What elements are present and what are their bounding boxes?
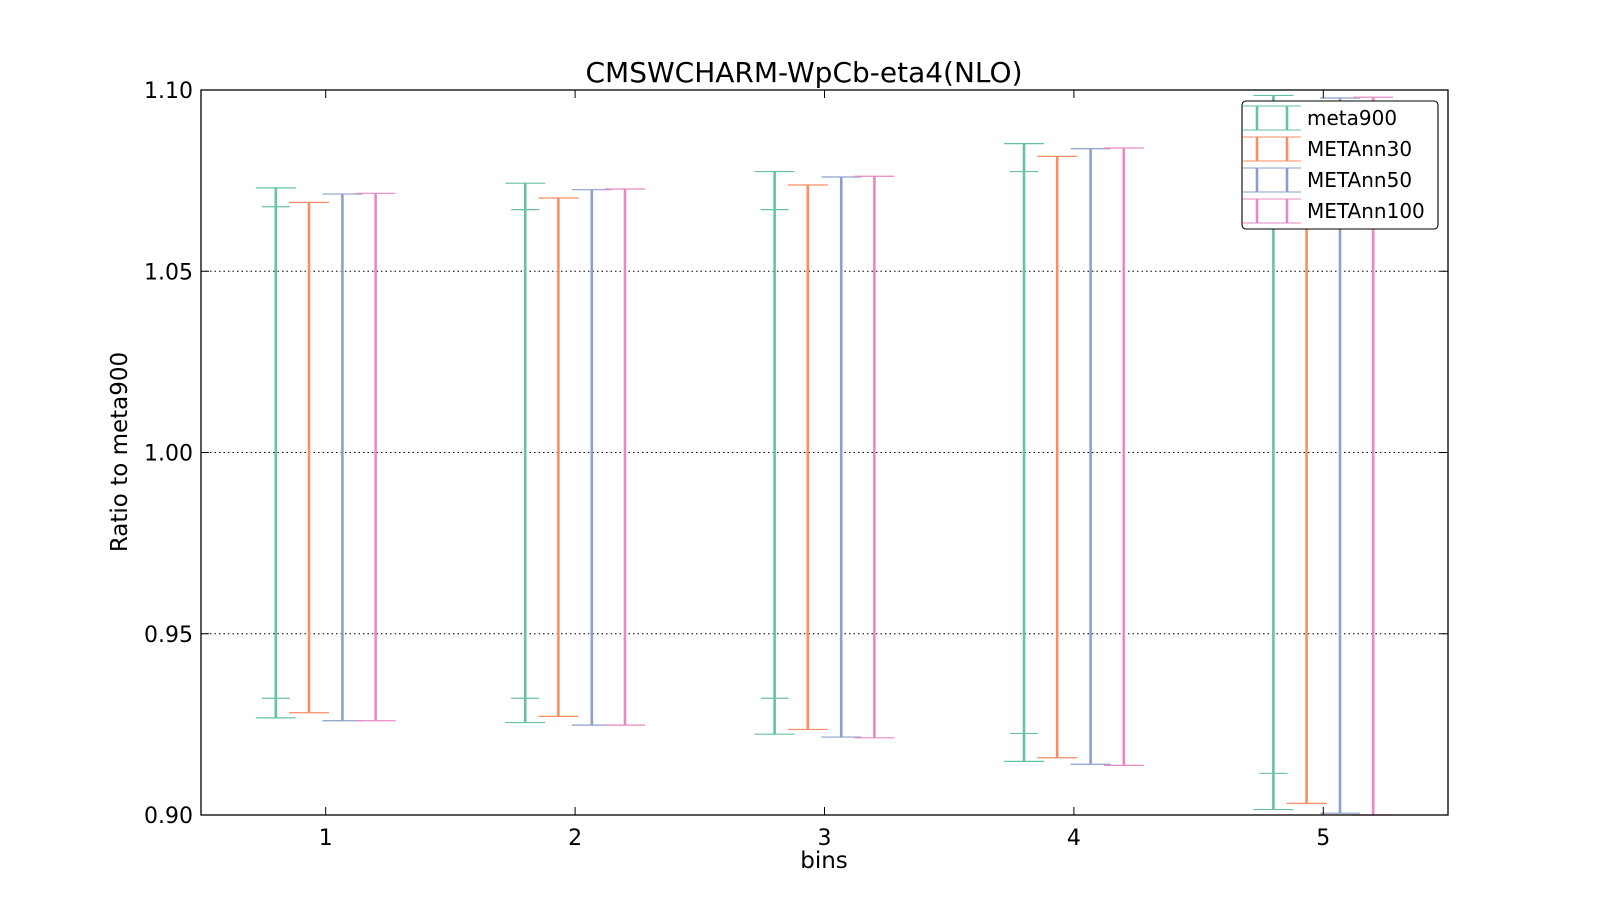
legend-entry-meta900: meta900: [1243, 105, 1397, 131]
x-axis-label: bins: [800, 848, 848, 874]
x-tick-label-4: 5: [1316, 826, 1330, 851]
legend-entry-METAnn50: METAnn50: [1243, 167, 1412, 193]
y-tick-label-1: 0.95: [144, 623, 193, 648]
legend-entry-METAnn100: METAnn100: [1243, 198, 1425, 224]
x-tick-label-0: 1: [319, 826, 333, 851]
x-tick-label-1: 2: [568, 826, 582, 851]
x-tick-label-2: 3: [818, 826, 832, 851]
x-tick-label-3: 4: [1067, 826, 1081, 851]
chart-title: CMSWCHARM-WpCb-eta4(NLO): [585, 56, 1022, 89]
grid-lines: [201, 270, 1448, 635]
legend-label-METAnn50: METAnn50: [1307, 168, 1412, 192]
legend: meta900 METAnn30 METAnn50 METAnn100: [1241, 100, 1439, 230]
legend-label-METAnn100: METAnn100: [1307, 199, 1425, 223]
y-tick-label-3: 1.05: [144, 260, 193, 285]
axis-ticks: 0.90 0.95 1.00 1.05 1.10 1 2 3 4 5: [144, 79, 1448, 851]
legend-entry-METAnn30: METAnn30: [1243, 136, 1412, 162]
legend-label-meta900: meta900: [1307, 106, 1397, 130]
y-tick-label-4: 1.10: [144, 79, 193, 104]
y-tick-label-2: 1.00: [144, 442, 193, 467]
legend-box: [1241, 100, 1439, 230]
legend-label-METAnn30: METAnn30: [1307, 137, 1412, 161]
y-axis-label: Ratio to meta900: [107, 352, 133, 552]
y-tick-label-0: 0.90: [144, 804, 193, 829]
